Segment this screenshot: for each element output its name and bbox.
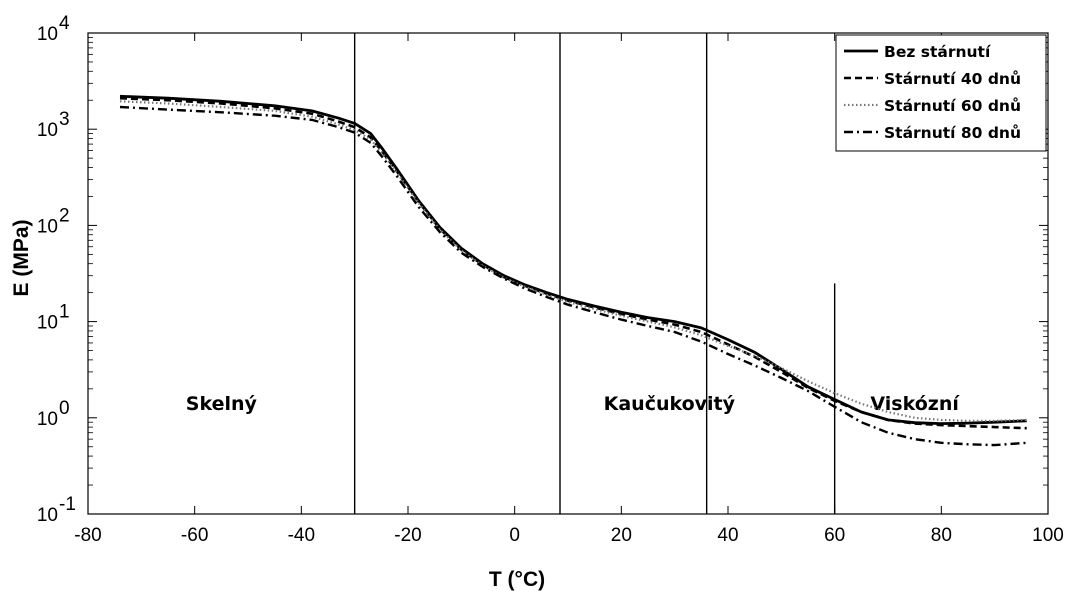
y-tick-label: 10 [37, 120, 58, 141]
x-tick-label: 40 [717, 525, 738, 546]
y-tick-exponent: -1 [59, 494, 76, 515]
x-tick-label: 100 [1032, 525, 1064, 546]
region-label: Viskózní [870, 393, 960, 415]
y-tick-exponent: 0 [59, 398, 70, 419]
series-line-2 [119, 96, 1027, 430]
legend-label: Bez stárnutí [884, 43, 991, 61]
y-tick-exponent: 2 [59, 205, 70, 226]
y-axis-title: E (MPa) [10, 219, 33, 296]
x-tick-label: 60 [824, 525, 845, 546]
y-tick-label: 10 [37, 24, 58, 45]
legend-label: Stárnutí 60 dnů [884, 96, 1021, 115]
x-axis-title: T (°C) [489, 568, 545, 591]
x-tick-label: -80 [74, 525, 101, 546]
y-tick-label: 10 [37, 216, 58, 237]
y-tick-label: 10 [37, 505, 58, 526]
series-line-4 [119, 105, 1027, 447]
y-tick-label: 10 [37, 409, 58, 430]
region-label: Skelný [186, 393, 258, 415]
x-tick-label: -20 [394, 525, 421, 546]
y-tick-exponent: 1 [59, 302, 70, 323]
axes-frame [87, 32, 1049, 515]
legend-label: Stárnutí 40 dnů [884, 69, 1021, 88]
legend-label: Stárnutí 80 dnů [884, 123, 1021, 142]
y-tick-exponent: 3 [59, 109, 70, 130]
region-label: Kaučukovitý [604, 393, 736, 415]
x-tick-label: -60 [181, 525, 208, 546]
y-tick-label: 10 [37, 313, 58, 334]
x-tick-label: 0 [509, 525, 520, 546]
y-tick-exponent: 4 [59, 13, 70, 34]
plot-area: -80 -60 -40 -20 0 20 40 60 80 10010-1100101102103… [37, 13, 1064, 546]
x-tick-label: 20 [611, 525, 632, 546]
x-tick-label: -40 [288, 525, 315, 546]
x-tick-label: 80 [931, 525, 952, 546]
